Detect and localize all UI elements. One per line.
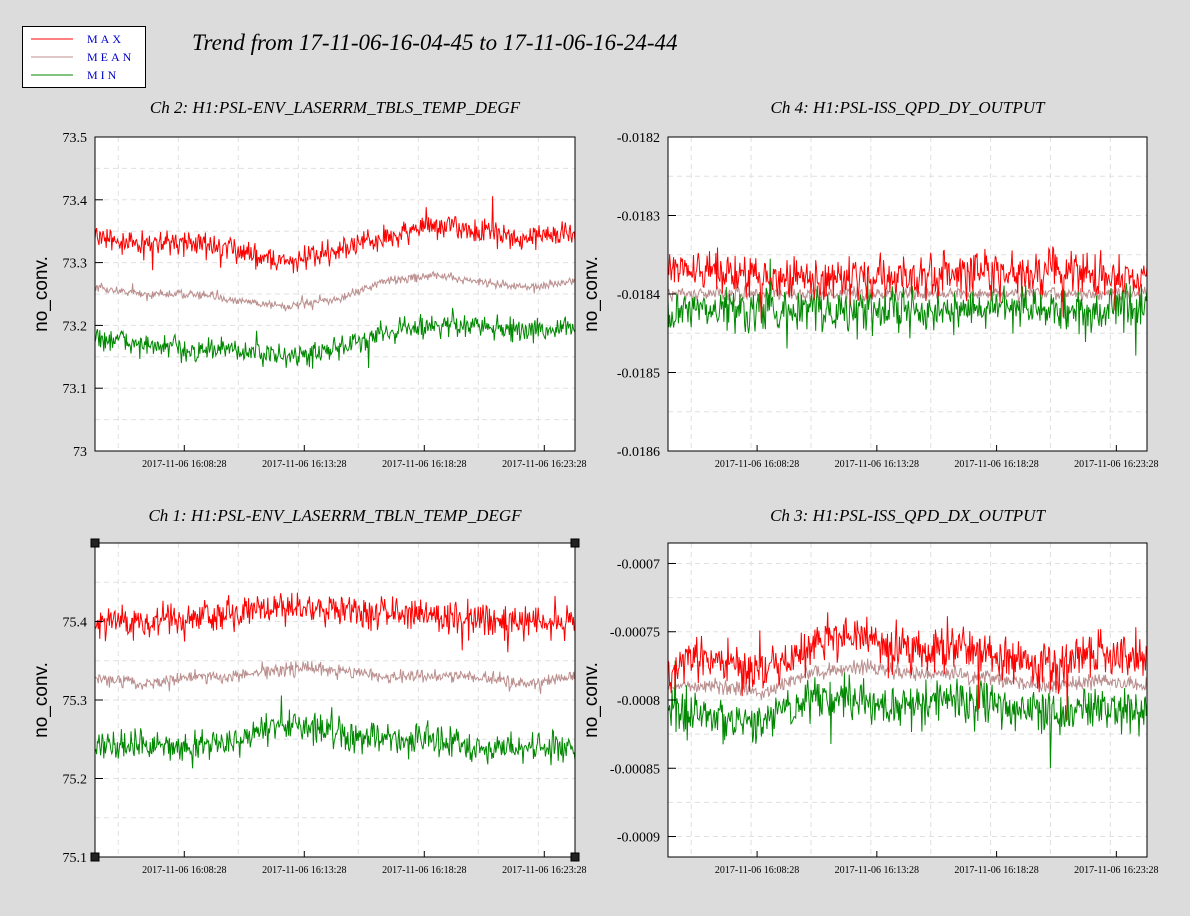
x-tick-label: 2017-11-06 16:23:28 bbox=[502, 459, 586, 470]
y-tick-label: -0.0007 bbox=[617, 557, 660, 572]
chart-4: -0.0009 -0.00085 -0.0008 -0.00075 -0.0007 201… bbox=[581, 506, 1159, 876]
selection-handle[interactable] bbox=[90, 538, 100, 548]
x-tick-label: 2017-11-06 16:08:28 bbox=[715, 459, 799, 470]
x-tick-label: 2017-11-06 16:18:28 bbox=[954, 459, 1038, 470]
chart-title: Ch 1: H1:PSL-ENV_LASERRM_TBLN_TEMP_DEGF bbox=[148, 506, 522, 525]
series-line-mean bbox=[668, 278, 1147, 304]
x-tick-label: 2017-11-06 16:13:28 bbox=[835, 459, 919, 470]
y-tick-label: 73.4 bbox=[63, 194, 88, 209]
x-tick-label: 2017-11-06 16:23:28 bbox=[1074, 459, 1158, 470]
y-axis-label: no_conv. bbox=[581, 256, 602, 332]
plot-frame bbox=[94, 136, 576, 452]
series-line-min bbox=[95, 307, 575, 369]
x-tick-label: 2017-11-06 16:08:28 bbox=[142, 459, 226, 470]
y-tick-label: 73 bbox=[73, 445, 87, 460]
series-line-max bbox=[95, 592, 575, 653]
y-axis-label: no_conv. bbox=[581, 662, 602, 738]
legend-label-min: MIN bbox=[87, 68, 119, 82]
x-tick-label: 2017-11-06 16:13:28 bbox=[262, 865, 346, 876]
x-tick-label: 2017-11-06 16:18:28 bbox=[382, 865, 466, 876]
series-line-mean bbox=[95, 270, 575, 312]
series-line-min bbox=[95, 695, 575, 769]
x-tick-label: 2017-11-06 16:18:28 bbox=[382, 459, 466, 470]
series-line-mean bbox=[95, 661, 575, 694]
selection-handle[interactable] bbox=[570, 538, 580, 548]
y-tick-label: -0.0009 bbox=[617, 831, 660, 846]
series-line-max bbox=[95, 196, 575, 274]
y-tick-label: -0.00075 bbox=[610, 626, 660, 641]
y-tick-label: -0.00085 bbox=[610, 762, 660, 777]
selection-handle[interactable] bbox=[570, 852, 580, 862]
y-tick-label: -0.0182 bbox=[617, 131, 660, 146]
grid bbox=[668, 543, 1147, 857]
selection-handle[interactable] bbox=[90, 852, 100, 862]
x-tick-label: 2017-11-06 16:23:28 bbox=[502, 865, 586, 876]
x-tick-label: 2017-11-06 16:08:28 bbox=[142, 865, 226, 876]
legend: MAX MEAN MIN bbox=[22, 26, 146, 88]
series-line-min bbox=[668, 258, 1147, 356]
series-line-max bbox=[668, 612, 1147, 721]
y-tick-label: 75.3 bbox=[63, 694, 88, 709]
legend-label-max: MAX bbox=[87, 32, 124, 46]
y-tick-label: 75.1 bbox=[63, 851, 88, 866]
y-tick-label: 73.3 bbox=[63, 257, 88, 272]
x-tick-label: 2017-11-06 16:13:28 bbox=[262, 459, 346, 470]
y-axis-label: no_conv. bbox=[31, 256, 52, 332]
legend-label-mean: MEAN bbox=[87, 50, 134, 64]
y-tick-label: 73.1 bbox=[63, 382, 88, 397]
chart-3: 75.1 75.2 75.3 75.4 2017-11-06 16:08:28 2017-… bbox=[31, 506, 586, 876]
y-tick-label: 73.5 bbox=[63, 131, 88, 146]
chart-title: Ch 3: H1:PSL-ISS_QPD_DX_OUTPUT bbox=[770, 506, 1046, 525]
x-tick-label: 2017-11-06 16:08:28 bbox=[715, 865, 799, 876]
x-tick-label: 2017-11-06 16:13:28 bbox=[835, 865, 919, 876]
chart-title: Ch 2: H1:PSL-ENV_LASERRM_TBLS_TEMP_DEGF bbox=[150, 98, 521, 117]
chart-2: -0.0186 -0.0185 -0.0184 -0.0183 -0.0182 2017-… bbox=[581, 98, 1159, 470]
y-tick-label: -0.0184 bbox=[617, 288, 660, 303]
y-tick-label: -0.0183 bbox=[617, 210, 660, 225]
y-tick-label: 75.4 bbox=[63, 616, 88, 631]
y-tick-label: 73.2 bbox=[63, 319, 88, 334]
y-tick-label: -0.0186 bbox=[617, 445, 660, 460]
series-line-max bbox=[668, 246, 1147, 324]
x-tick-label: 2017-11-06 16:18:28 bbox=[954, 865, 1038, 876]
y-tick-label: -0.0185 bbox=[617, 367, 660, 382]
chart-title: Ch 4: H1:PSL-ISS_QPD_DY_OUTPUT bbox=[771, 98, 1046, 117]
x-tick-label: 2017-11-06 16:23:28 bbox=[1074, 865, 1158, 876]
page-title: Trend from 17-11-06-16-04-45 to 17-11-06… bbox=[192, 30, 678, 55]
y-axis-label: no_conv. bbox=[31, 662, 52, 738]
y-tick-label: 75.2 bbox=[63, 773, 88, 788]
y-tick-label: -0.0008 bbox=[617, 694, 660, 709]
chart-1: 73 73.1 73.2 73.3 73.4 73.5 2017-11-06 16:08:2… bbox=[31, 98, 586, 470]
